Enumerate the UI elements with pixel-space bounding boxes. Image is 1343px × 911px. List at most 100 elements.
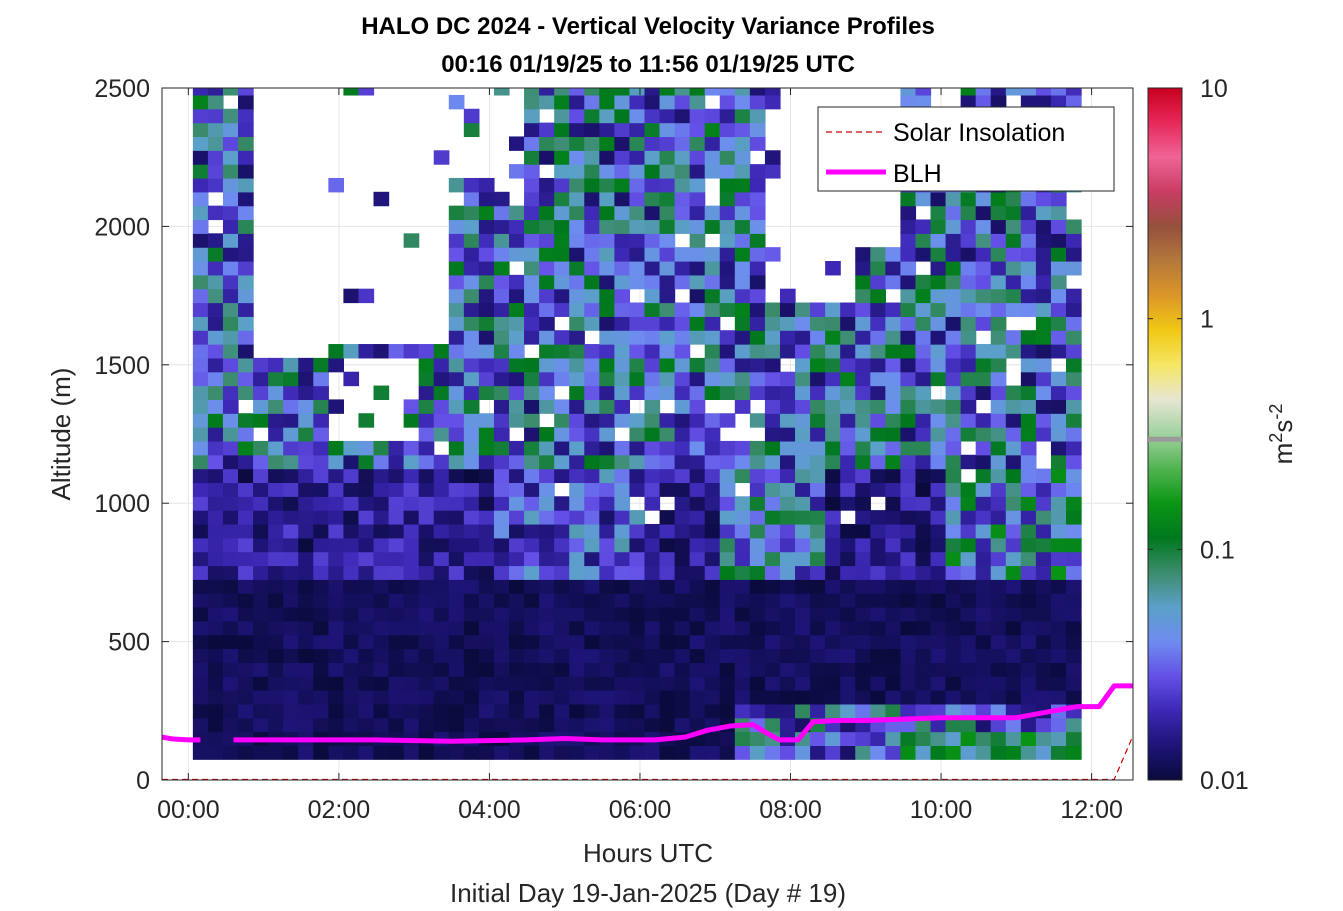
heatmap-cell (764, 316, 781, 331)
heatmap-cell (343, 620, 360, 636)
heatmap-cell (283, 454, 299, 470)
heatmap-cell (298, 607, 314, 622)
heatmap-cell (298, 593, 314, 608)
heatmap-cell (674, 482, 691, 497)
heatmap-cell (268, 371, 284, 387)
heatmap-cell (524, 399, 540, 414)
heatmap-cell (915, 620, 932, 636)
heatmap-cell (975, 427, 992, 442)
heatmap-cell (599, 620, 615, 636)
heatmap-cell (343, 634, 360, 650)
heatmap-cell (283, 440, 299, 456)
heatmap-cell (493, 510, 510, 525)
heatmap-cell (734, 88, 751, 96)
heatmap-cell (704, 261, 721, 276)
heatmap-cell (268, 523, 284, 539)
heatmap-cell (253, 551, 269, 567)
heatmap-cell (268, 565, 284, 580)
heatmap-cell (539, 565, 555, 580)
heatmap-cell (222, 136, 239, 151)
heatmap-cell (749, 551, 766, 567)
heatmap-cell (238, 164, 254, 179)
heatmap-cell (343, 676, 360, 691)
heatmap-cell (659, 607, 676, 622)
heatmap-cell (749, 108, 766, 124)
heatmap-cell (719, 94, 736, 110)
heatmap-cell (192, 427, 209, 442)
heatmap-cell (659, 427, 676, 442)
heatmap-cell (448, 233, 465, 248)
heatmap-cell (734, 745, 751, 760)
heatmap-cell (779, 676, 796, 691)
heatmap-cell (463, 607, 480, 622)
heatmap-cell (539, 219, 555, 234)
heatmap-cell (509, 690, 525, 705)
heatmap-cell (569, 593, 585, 608)
heatmap-cell (524, 537, 540, 553)
heatmap-cell (599, 676, 615, 691)
heatmap-cell (554, 745, 570, 760)
heatmap-cell (448, 634, 465, 650)
heatmap-cell (418, 468, 435, 484)
heatmap-cell (1020, 247, 1037, 262)
heatmap-cell (1066, 440, 1082, 456)
heatmap-cell (915, 634, 932, 650)
heatmap-cell (554, 427, 570, 442)
heatmap-cell (975, 593, 992, 608)
heatmap-cell (207, 510, 224, 525)
heatmap-cell (990, 620, 1007, 636)
heatmap-cell (222, 150, 239, 165)
heatmap-cell (253, 593, 269, 608)
heatmap-cell (749, 94, 766, 110)
heatmap-cell (238, 676, 254, 691)
heatmap-cell (764, 676, 781, 691)
heatmap-cell (433, 648, 450, 663)
heatmap-cell (493, 717, 510, 733)
heatmap-cell (689, 440, 706, 456)
heatmap-cell (885, 440, 902, 456)
heatmap-cell (614, 551, 631, 567)
heatmap-cell (1020, 537, 1037, 553)
heatmap-cell (207, 648, 224, 663)
heatmap-cell (734, 274, 751, 290)
heatmap-cell (825, 344, 841, 359)
heatmap-cell (463, 413, 480, 428)
heatmap-cell (960, 482, 977, 497)
heatmap-cell (328, 496, 345, 511)
heatmap-cell (268, 413, 284, 428)
heatmap-cell (840, 662, 856, 677)
heatmap-cell (554, 648, 570, 663)
heatmap-cell (930, 316, 947, 331)
heatmap-cell (509, 385, 525, 400)
heatmap-cell (840, 440, 856, 456)
heatmap-cell (373, 537, 390, 553)
heatmap-cell (930, 676, 947, 691)
heatmap-cell (915, 482, 932, 497)
heatmap-cell (584, 690, 600, 705)
heatmap-cell (433, 357, 450, 373)
heatmap-cell (283, 537, 299, 553)
heatmap-cell (554, 94, 570, 110)
heatmap-cell (704, 247, 721, 262)
heatmap-cell (238, 662, 254, 677)
heatmap-cell (764, 607, 781, 622)
heatmap-cell (629, 537, 646, 553)
heatmap-cell (930, 330, 947, 345)
heatmap-cell (674, 150, 691, 165)
heatmap-cell (463, 108, 480, 124)
heatmap-cell (343, 468, 360, 484)
heatmap-cell (207, 150, 224, 165)
heatmap-cell (810, 662, 826, 677)
heatmap-cell (192, 510, 209, 525)
heatmap-cell (644, 537, 661, 553)
heatmap-cell (373, 482, 390, 497)
heatmap-cell (268, 399, 284, 414)
heatmap-cell (569, 579, 585, 594)
heatmap-cell (207, 523, 224, 539)
heatmap-cell (192, 385, 209, 400)
heatmap-cell (554, 177, 570, 193)
heatmap-cell (840, 607, 856, 622)
heatmap-cell (509, 537, 525, 553)
heatmap-cell (238, 88, 254, 96)
heatmap-cell (659, 164, 676, 179)
